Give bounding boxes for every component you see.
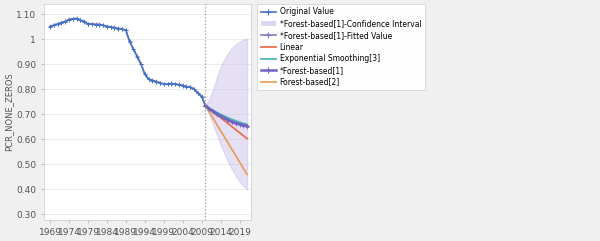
Legend: Original Value, *Forest-based[1]-Confidence Interval, *Forest-based[1]-Fitted Va: Original Value, *Forest-based[1]-Confide… xyxy=(257,4,425,90)
Y-axis label: PCR_NONE_ZEROS: PCR_NONE_ZEROS xyxy=(4,73,13,151)
